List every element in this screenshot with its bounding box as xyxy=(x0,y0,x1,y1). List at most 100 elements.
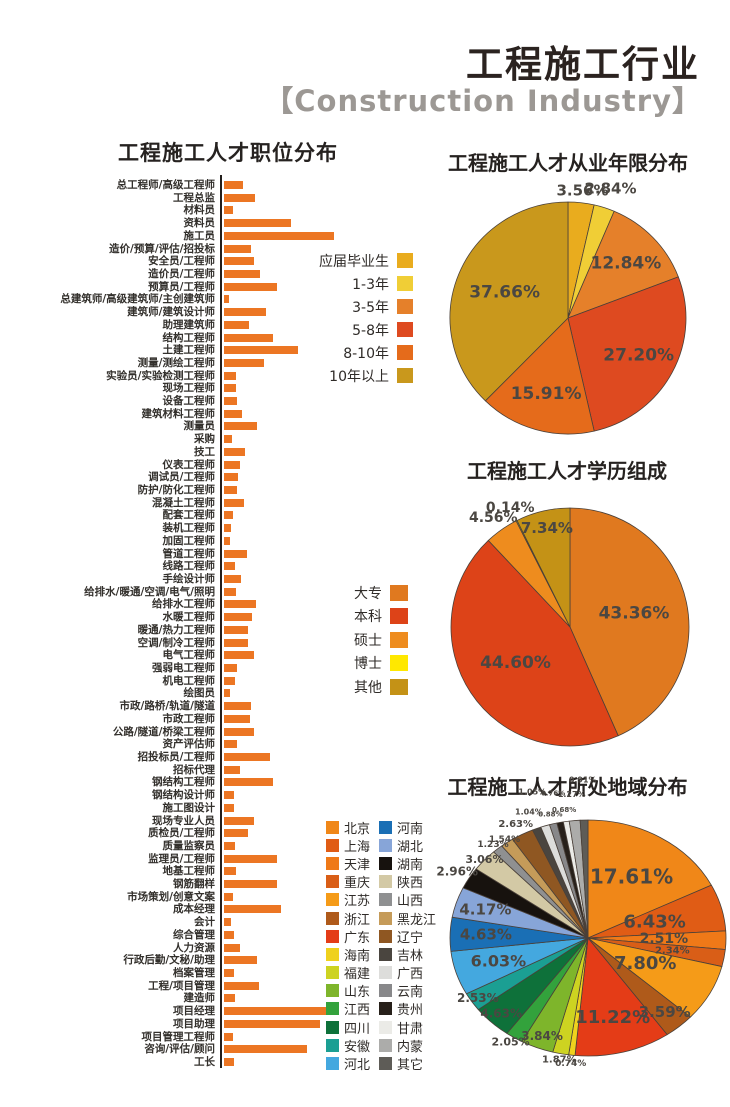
page-title: 工程施工行业 xyxy=(466,43,700,86)
bar-label: 手绘设计师 xyxy=(162,573,216,585)
legend-label: 北京 xyxy=(344,821,371,837)
bar-label: 土建工程师 xyxy=(162,344,216,357)
legend-label: 内蒙 xyxy=(397,1039,424,1055)
bar xyxy=(224,714,250,723)
bar xyxy=(224,841,235,850)
legend-swatch xyxy=(397,368,413,383)
legend-item: 广西 xyxy=(379,964,451,982)
legend-label: 陕西 xyxy=(397,876,424,892)
bar-label: 工长 xyxy=(194,1055,215,1068)
bar xyxy=(224,752,270,761)
legend-item: 大专 xyxy=(338,581,408,605)
bar-label: 测量员 xyxy=(183,420,216,433)
bar xyxy=(224,473,238,482)
pie-percentage-label: 2.53% xyxy=(457,991,499,1005)
bar-label: 钢结构工程师 xyxy=(152,776,215,789)
bar-label: 助理建筑师 xyxy=(162,318,216,331)
legend-label: 河南 xyxy=(397,821,424,837)
bar xyxy=(224,257,254,266)
bar-label: 给排水工程师 xyxy=(152,598,215,611)
bar-label: 水暖工程师 xyxy=(162,611,216,624)
legend-item: 广东 xyxy=(326,927,379,946)
bar-label: 电气工程师 xyxy=(162,649,216,662)
pie-percentage-label: 15.91% xyxy=(511,384,582,404)
legend-swatch xyxy=(326,838,339,852)
pie-percentage-label: 1.04% xyxy=(515,808,543,817)
legend-swatch xyxy=(326,911,339,925)
bar xyxy=(224,1045,307,1054)
legend-label: 海南 xyxy=(344,948,371,964)
bar-label: 技工 xyxy=(194,445,215,458)
pie-percentage-label: 2.05% xyxy=(492,1036,530,1049)
bar-label: 结构工程师 xyxy=(162,331,216,344)
bar-label: 资料员 xyxy=(183,217,216,230)
bar xyxy=(224,447,245,456)
bar xyxy=(224,181,243,189)
legend-item: 山西 xyxy=(379,891,451,909)
legend-swatch xyxy=(326,984,339,998)
legend-label: 黑龙江 xyxy=(397,912,437,928)
bar xyxy=(224,397,237,406)
legend-item: 河北 xyxy=(326,1054,379,1073)
legend-label: 湖北 xyxy=(397,839,424,855)
legend-swatch xyxy=(379,856,392,870)
bar-label: 人力资源 xyxy=(173,941,215,954)
bar-label: 建造师 xyxy=(183,992,216,1005)
legend-item: 吉林 xyxy=(379,945,451,964)
bar-label: 混凝土工程师 xyxy=(152,496,215,509)
experience-pie-title: 工程施工人才从业年限分布 xyxy=(448,151,688,175)
pie-percentage-label: 1.05% xyxy=(518,788,546,797)
legend-swatch xyxy=(379,820,392,834)
bar xyxy=(224,549,247,558)
bar xyxy=(224,600,256,609)
bar xyxy=(224,765,240,774)
bar xyxy=(224,269,260,278)
legend-item: 海南 xyxy=(326,945,379,964)
legend-label: 安徽 xyxy=(344,1039,371,1055)
legend-swatch xyxy=(379,984,392,998)
bar xyxy=(224,333,273,342)
bar-label: 监理员/工程师 xyxy=(148,852,215,865)
legend-label: 大专 xyxy=(354,585,382,602)
legend-item: 江苏 xyxy=(326,891,379,909)
legend-label: 重庆 xyxy=(344,876,371,892)
pie-slice-5-8年 xyxy=(567,276,687,432)
legend-swatch xyxy=(390,631,408,648)
bar xyxy=(224,219,291,228)
pie-percentage-label: 37.66% xyxy=(469,283,540,303)
bar-label: 现场工程师 xyxy=(162,382,216,395)
legend-label: 福建 xyxy=(344,967,371,983)
legend-swatch xyxy=(326,1002,339,1016)
bar-label: 质量监察员 xyxy=(162,839,216,852)
legend-label: 硕士 xyxy=(354,632,382,649)
legend-swatch xyxy=(326,947,339,961)
bar-label: 行政后勤/文秘/助理 xyxy=(123,954,215,967)
pie-percentage-label: 4.63% xyxy=(480,1007,522,1021)
legend-swatch xyxy=(379,929,392,943)
legend-label: 应届毕业生 xyxy=(319,253,389,270)
bar xyxy=(224,651,254,660)
bar xyxy=(224,1057,234,1066)
legend-item: 贵州 xyxy=(379,1000,451,1018)
pie-percentage-label: 3.59% xyxy=(639,1003,691,1021)
pie-percentage-label: 4.63% xyxy=(460,926,512,944)
legend-swatch xyxy=(379,966,392,980)
bar-label: 总建筑师/高级建筑师/主创建筑师 xyxy=(60,293,215,306)
legend-item: 山东 xyxy=(326,982,379,1000)
bar-label: 总工程师/高级工程师 xyxy=(116,179,215,191)
bar xyxy=(224,829,248,838)
pie-slice-其它 xyxy=(579,819,589,939)
bar-label: 施工图设计 xyxy=(162,801,216,814)
bar-label: 材料员 xyxy=(183,204,216,217)
bar-label: 项目助理 xyxy=(173,1017,215,1030)
bar-label: 预算员/工程师 xyxy=(148,280,215,293)
legend-swatch xyxy=(326,1057,339,1071)
bar xyxy=(224,244,251,253)
bar xyxy=(224,282,277,291)
pie-percentage-label: 0.14% xyxy=(486,500,535,516)
bar xyxy=(224,791,234,800)
pie-percentage-label: 3.84% xyxy=(521,1029,563,1043)
legend-label: 其它 xyxy=(397,1058,424,1074)
education-pie-title: 工程施工人才学历组成 xyxy=(467,459,667,483)
